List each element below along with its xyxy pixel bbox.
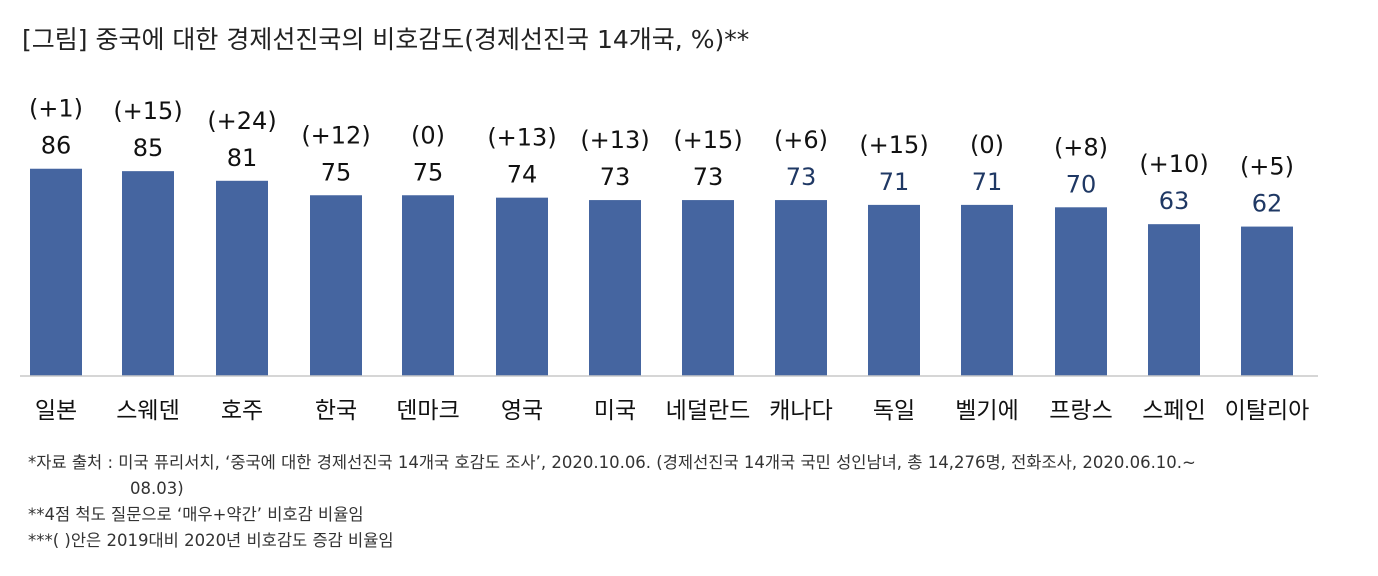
bar-9 (775, 200, 827, 376)
change-label-7: (+13) (580, 126, 649, 154)
value-label-4: 75 (321, 158, 352, 186)
value-label-1: 86 (41, 132, 72, 160)
value-label-14: 62 (1252, 190, 1283, 218)
value-label-11: 71 (972, 168, 1003, 196)
value-label-10: 71 (879, 168, 910, 196)
change-label-13: (+10) (1139, 150, 1208, 178)
change-label-11: (0) (970, 131, 1004, 159)
change-label-2: (+15) (113, 97, 182, 125)
value-label-6: 74 (507, 161, 538, 189)
bar-6 (496, 197, 548, 376)
value-label-12: 70 (1066, 170, 1097, 198)
change-label-6: (+13) (487, 124, 556, 152)
bar-12 (1055, 207, 1107, 376)
change-label-5: (0) (411, 121, 445, 149)
value-label-8: 73 (693, 163, 724, 191)
category-label-9: 캐나다 (769, 398, 832, 424)
value-label-13: 63 (1159, 187, 1190, 215)
category-label-12: 프랑스 (1049, 398, 1112, 424)
value-label-3: 81 (227, 144, 258, 172)
value-label-9: 73 (786, 163, 817, 191)
bar-7 (589, 200, 641, 376)
category-label-8: 네덜란드 (666, 398, 751, 424)
bar-10 (868, 204, 920, 376)
bar-3 (216, 180, 268, 376)
change-label-10: (+15) (859, 131, 928, 159)
footnote-source: *자료 출처 : 미국 퓨리서치, ‘중국에 대한 경제선진국 14개국 호감도… (28, 453, 1196, 472)
category-label-7: 미국 (594, 398, 636, 424)
change-label-4: (+12) (301, 121, 370, 149)
bar-2 (122, 171, 174, 376)
bar-14 (1241, 226, 1293, 376)
bar-11 (961, 204, 1013, 376)
category-label-10: 독일 (873, 398, 915, 424)
category-label-2: 스웨덴 (116, 398, 179, 424)
bar-1 (30, 168, 82, 376)
value-label-5: 75 (413, 158, 444, 186)
change-label-9: (+6) (774, 126, 828, 154)
bar-13 (1148, 224, 1200, 376)
footnote-source-cont: 08.03) (130, 479, 184, 498)
category-label-3: 호주 (221, 398, 263, 424)
footnotes: *자료 출처 : 미국 퓨리서치, ‘중국에 대한 경제선진국 14개국 호감도… (28, 450, 1196, 554)
value-label-2: 85 (133, 134, 164, 162)
change-label-1: (+1) (29, 95, 83, 123)
footnote-change: ***( )안은 2019대비 2020년 비호감도 증감 비율임 (28, 531, 394, 550)
change-label-12: (+8) (1054, 133, 1108, 161)
category-label-14: 이탈리아 (1225, 398, 1310, 424)
change-label-3: (+24) (207, 107, 276, 135)
bar-chart: 86 (+1) 일본 85 (+15) 스웨덴 81 (+24) 호주 75 (+12) 한국 75 (0… (20, 95, 1318, 424)
category-label-1: 일본 (35, 398, 77, 424)
bar-8 (682, 200, 734, 376)
category-label-11: 벨기에 (955, 398, 1018, 424)
category-label-6: 영국 (501, 398, 543, 424)
category-label-4: 한국 (315, 398, 357, 424)
bar-4 (310, 195, 362, 376)
chart-title: [그림] 중국에 대한 경제선진국의 비호감도(경제선진국 14개국, %)** (22, 25, 750, 54)
category-label-13: 스페인 (1142, 398, 1205, 424)
category-label-5: 덴마크 (396, 398, 459, 424)
value-label-7: 73 (600, 163, 631, 191)
footnote-scale: **4점 척도 질문으로 ‘매우+약간’ 비호감 비율임 (28, 505, 364, 524)
change-label-8: (+15) (673, 126, 742, 154)
change-label-14: (+5) (1240, 153, 1294, 181)
bar-5 (402, 195, 454, 376)
